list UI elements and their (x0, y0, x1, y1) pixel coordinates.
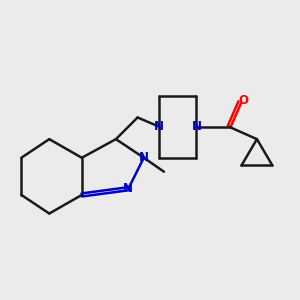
Text: N: N (154, 120, 164, 133)
Text: N: N (139, 151, 149, 164)
Text: O: O (238, 94, 248, 107)
Text: N: N (191, 120, 202, 133)
Text: N: N (123, 182, 133, 195)
